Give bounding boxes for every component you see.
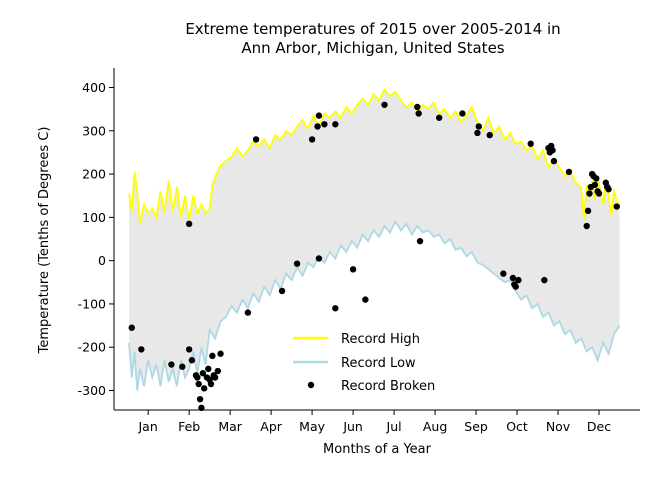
record-broken-point bbox=[244, 309, 252, 316]
record-broken-point bbox=[198, 404, 205, 412]
x-tick-label: Jan bbox=[138, 419, 158, 434]
x-ticks: Jan Feb Mar Apr May Jun Jul Aug Sep Oct Nov Dec bbox=[138, 410, 611, 434]
record-broken-point bbox=[475, 123, 482, 130]
record-broken-point bbox=[321, 121, 328, 128]
high-low-band bbox=[129, 89, 620, 391]
x-tick-label: Jun bbox=[342, 419, 363, 434]
legend-broken-label: Record Broken bbox=[341, 379, 435, 394]
legend-low-label: Record Low bbox=[341, 356, 416, 371]
record-low-line bbox=[128, 219, 621, 391]
record-broken-point bbox=[332, 305, 339, 312]
record-broken-point bbox=[278, 287, 286, 295]
record-broken-point bbox=[217, 350, 224, 357]
record-broken-point bbox=[308, 136, 316, 143]
record-broken-point bbox=[188, 357, 196, 364]
y-tick-label: 200 bbox=[82, 167, 106, 182]
x-axis-label: Months of a Year bbox=[323, 442, 432, 457]
x-tick-label: Apr bbox=[260, 419, 282, 434]
record-high-line bbox=[128, 88, 621, 225]
record-broken-point bbox=[195, 380, 202, 388]
record-broken-point bbox=[214, 367, 222, 375]
record-broken-point bbox=[315, 112, 323, 119]
x-tick-label: Oct bbox=[506, 419, 528, 434]
record-broken-point bbox=[474, 129, 481, 137]
chart-title-line1: Extreme temperatures of 2015 over 2005-2… bbox=[185, 20, 560, 38]
record-broken-point bbox=[128, 324, 135, 331]
record-broken-point bbox=[593, 175, 600, 182]
record-broken-point bbox=[586, 190, 593, 197]
record-broken-point bbox=[205, 365, 212, 373]
record-broken-point bbox=[414, 103, 421, 111]
record-broken-point bbox=[595, 190, 603, 197]
record-broken-point bbox=[314, 123, 321, 130]
record-broken-point bbox=[185, 220, 193, 228]
x-tick-label: Mar bbox=[218, 419, 242, 434]
record-broken-point bbox=[486, 131, 493, 139]
record-broken-point bbox=[509, 274, 517, 282]
record-broken-point bbox=[138, 346, 145, 353]
record-broken-point bbox=[583, 222, 590, 230]
y-tick-label: -200 bbox=[78, 340, 106, 355]
record-broken-point bbox=[500, 270, 507, 277]
y-tick-label: 100 bbox=[82, 210, 106, 225]
legend-broken-marker bbox=[307, 381, 315, 389]
y-ticks: 400 300 200 100 0 -100 -200 -300 bbox=[78, 80, 114, 398]
record-broken-point bbox=[211, 374, 219, 381]
record-broken-point bbox=[315, 255, 323, 262]
legend: Record High Record Low Record Broken bbox=[293, 332, 435, 394]
record-broken-point bbox=[512, 283, 519, 290]
record-broken-point bbox=[584, 207, 592, 215]
record-broken-point bbox=[459, 110, 466, 117]
record-broken-point bbox=[196, 395, 204, 403]
record-broken-point bbox=[605, 186, 612, 193]
record-broken-point bbox=[209, 352, 216, 360]
record-broken-point bbox=[207, 380, 215, 388]
chart-title-line2: Ann Arbor, Michigan, United States bbox=[241, 39, 504, 57]
x-tick-label: Nov bbox=[546, 419, 571, 434]
plot-area bbox=[128, 88, 621, 412]
x-tick-label: Aug bbox=[423, 419, 447, 434]
x-tick-label: Sep bbox=[464, 419, 488, 434]
record-broken-point bbox=[613, 203, 620, 210]
record-broken-point bbox=[541, 276, 548, 284]
chart-title: Extreme temperatures of 2015 over 2005-2… bbox=[185, 20, 560, 57]
record-broken-point bbox=[549, 147, 556, 154]
x-tick-label: Dec bbox=[587, 419, 611, 434]
record-broken-point bbox=[349, 266, 357, 273]
record-broken-point bbox=[199, 370, 207, 377]
record-broken-point bbox=[293, 260, 301, 267]
x-tick-label: Jul bbox=[386, 419, 402, 434]
x-tick-label: Feb bbox=[178, 419, 200, 434]
record-broken-point bbox=[200, 385, 208, 392]
record-broken-point bbox=[185, 346, 193, 353]
y-tick-label: 400 bbox=[82, 80, 106, 95]
record-broken-point bbox=[415, 110, 422, 117]
record-broken-point bbox=[194, 374, 201, 381]
axes bbox=[113, 68, 640, 411]
record-broken-point bbox=[527, 140, 534, 147]
x-tick-label: May bbox=[299, 419, 325, 434]
record-broken-point bbox=[565, 168, 573, 176]
record-broken-point bbox=[435, 114, 443, 121]
y-tick-label: 300 bbox=[82, 123, 106, 138]
record-broken-point bbox=[332, 121, 339, 128]
record-broken-point bbox=[362, 296, 369, 303]
record-broken-point bbox=[179, 363, 186, 370]
y-tick-label: 0 bbox=[98, 253, 106, 268]
record-broken-point bbox=[252, 136, 260, 143]
record-broken-point bbox=[381, 101, 388, 108]
y-tick-label: -300 bbox=[78, 383, 106, 398]
record-broken-point bbox=[591, 181, 599, 189]
record-broken-point bbox=[168, 361, 175, 368]
y-tick-label: -100 bbox=[78, 296, 106, 311]
legend-high-label: Record High bbox=[341, 332, 420, 347]
record-broken-point bbox=[515, 276, 522, 284]
y-axis-label: Temperature (Tenths of Degrees C) bbox=[37, 127, 52, 355]
record-broken-point bbox=[550, 157, 558, 165]
record-broken-point bbox=[416, 237, 424, 245]
